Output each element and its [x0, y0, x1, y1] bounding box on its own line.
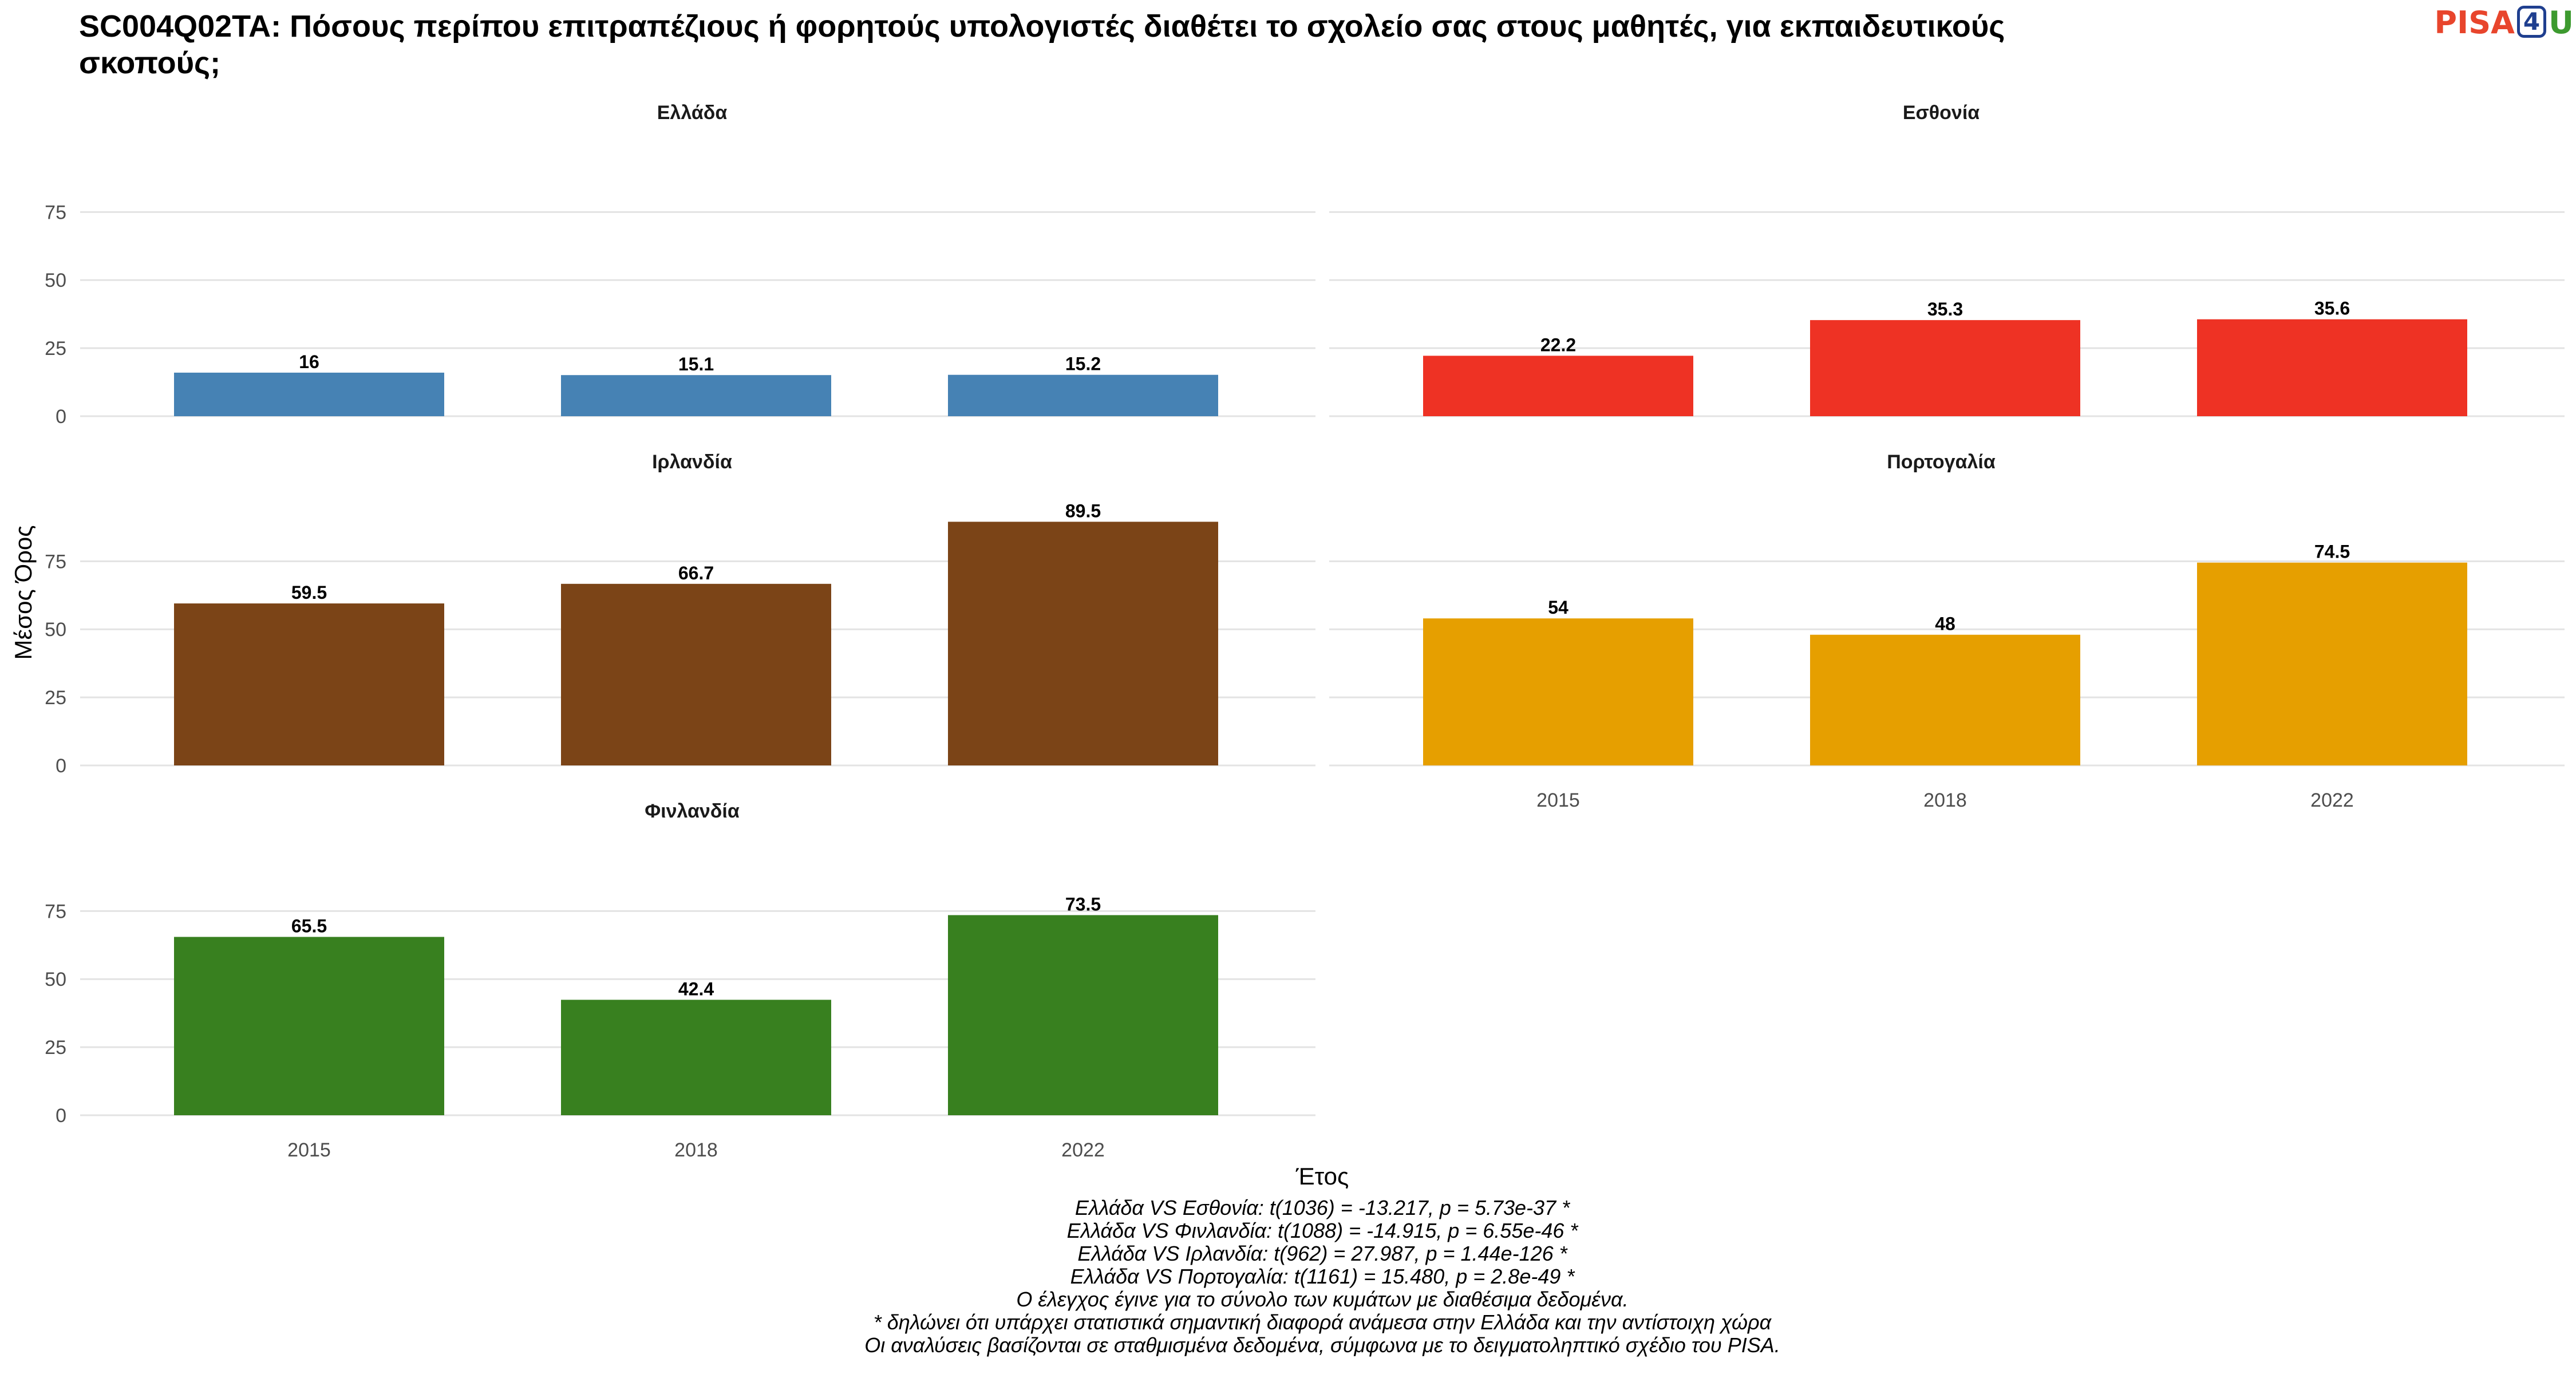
bar: [948, 915, 1218, 1115]
y-tick-label: 25: [45, 338, 66, 360]
panel-title: Εσθονία: [1903, 102, 1980, 124]
y-axis-title: Μέσος Όρος: [10, 526, 37, 660]
chart-panels: 0 25 50 75 Ελλάδα 16 15.1 15.2 Εσθονία 22.2 35.3 35…: [45, 102, 2565, 1161]
bar: [2197, 562, 2467, 765]
data-label: 66.7: [678, 563, 714, 583]
x-tick-label: 2022: [2310, 789, 2354, 811]
data-label: 89.5: [1065, 500, 1101, 521]
caption-line: Ο έλεγχος έγινε για το σύνολο των κυμάτω…: [1016, 1288, 1629, 1311]
y-tick-label: 25: [45, 1037, 66, 1059]
panel-title: Φινλανδία: [645, 800, 740, 822]
y-tick-label: 25: [45, 687, 66, 709]
y-tick-label: 0: [56, 755, 66, 777]
panel-title: Ελλάδα: [657, 102, 728, 124]
x-tick-label: 2018: [1923, 789, 1967, 811]
data-label: 42.4: [678, 978, 714, 999]
caption-line: Οι αναλύσεις βασίζονται σε σταθμισμένα δ…: [864, 1333, 1780, 1357]
data-label: 16: [299, 352, 319, 372]
bar: [174, 937, 444, 1115]
data-label: 59.5: [291, 582, 327, 603]
bar: [1810, 634, 2080, 765]
caption-line: * δηλώνει ότι υπάρχει στατιστικά σημαντι…: [873, 1310, 1772, 1334]
x-tick-label: 2018: [674, 1139, 718, 1161]
panel-title: Ιρλανδία: [652, 451, 732, 473]
bar: [948, 522, 1218, 765]
data-label: 15.2: [1065, 354, 1101, 374]
y-tick-label: 75: [45, 551, 66, 572]
y-tick-label: 50: [45, 270, 66, 291]
panel: 0 25 50 75 Ελλάδα 16 15.1 15.2: [45, 102, 1315, 428]
panel-title: Πορτογαλία: [1887, 451, 1996, 473]
bar: [561, 583, 831, 765]
caption-line: Ελλάδα VS Εσθονία: t(1036) = -13.217, p …: [1074, 1196, 1570, 1219]
panel: Εσθονία 22.2 35.3 35.6: [1329, 102, 2565, 417]
data-label: 65.5: [291, 916, 327, 937]
x-axis-title: Έτος: [1295, 1163, 1349, 1190]
data-label: 73.5: [1065, 894, 1101, 914]
caption-line: Ελλάδα VS Φινλανδία: t(1088) = -14.915, …: [1066, 1219, 1578, 1242]
panel: 0 25 50 75 Ιρλανδία 59.5 66.7 89.5: [45, 451, 1315, 777]
bar: [561, 1000, 831, 1115]
x-tick-label: 2015: [1536, 789, 1580, 811]
x-tick-label: 2022: [1061, 1139, 1105, 1161]
data-label: 35.3: [1927, 299, 1963, 319]
bar: [2197, 319, 2467, 416]
bar: [1810, 320, 2080, 416]
bar: [1423, 356, 1693, 416]
caption-line: Ελλάδα VS Ιρλανδία: t(962) = 27.987, p =…: [1077, 1242, 1567, 1265]
data-label: 48: [1935, 614, 1955, 634]
bar: [561, 375, 831, 416]
y-tick-label: 0: [56, 1105, 66, 1127]
data-label: 54: [1548, 597, 1568, 618]
logo-text-u: U: [2549, 5, 2574, 41]
bar: [1423, 618, 1693, 765]
caption-line: Ελλάδα VS Πορτογαλία: t(1161) = 15.480, …: [1070, 1265, 1575, 1288]
y-tick-label: 75: [45, 901, 66, 922]
logo-text-pisa: PISA: [2434, 5, 2515, 41]
pisa4u-logo: PISA 4 U: [2435, 5, 2574, 41]
data-label: 74.5: [2314, 542, 2350, 562]
logo-text-four: 4: [2516, 6, 2547, 38]
x-tick-label: 2015: [287, 1139, 331, 1161]
y-tick-label: 75: [45, 202, 66, 223]
data-label: 15.1: [678, 354, 714, 374]
page-title: SC004Q02TA: Πόσους περίπου επιτραπέζιους…: [79, 9, 2005, 80]
chart-caption: Ελλάδα VS Εσθονία: t(1036) = -13.217, p …: [0, 1197, 2576, 1357]
y-tick-label: 50: [45, 969, 66, 990]
y-tick-label: 50: [45, 619, 66, 641]
panel: 0 25 50 75 Φινλανδία 65.5 42.4 73.5 2015 2018 2022: [45, 800, 1315, 1161]
bar: [174, 372, 444, 416]
bar: [174, 603, 444, 765]
panel: Πορτογαλία 54 48 74.5 2015 2018 2022: [1329, 451, 2565, 811]
data-label: 22.2: [1540, 334, 1576, 355]
data-label: 35.6: [2314, 298, 2350, 319]
bar: [948, 374, 1218, 416]
y-tick-label: 0: [56, 406, 66, 428]
